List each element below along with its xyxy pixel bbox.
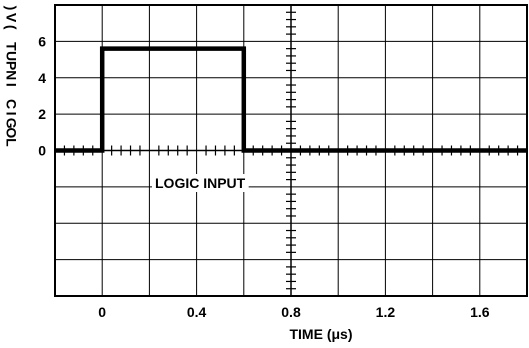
y-axis-title-char: G: [3, 118, 19, 129]
labels-layer: 0 0.4 0.8 1.2 1.6 0 2 4 6: [38, 33, 490, 320]
x-tick-label: 1.2: [376, 304, 396, 320]
y-axis-title-char: O: [3, 127, 19, 138]
y-axis-title-char: U: [3, 51, 19, 61]
series-layer: [55, 46, 527, 153]
logic-input-annotation: LOGIC INPUT: [155, 175, 246, 191]
y-axis-title-char: I: [3, 83, 19, 87]
y-tick-label: 2: [38, 106, 46, 122]
y-axis-title-char: V: [3, 13, 19, 23]
annotation-background: [152, 174, 249, 192]
y-axis-title-char: ): [3, 6, 19, 11]
y-tick-label: 6: [38, 33, 46, 49]
x-tick-label: 1.6: [470, 304, 490, 320]
series-line-0: [55, 46, 527, 153]
x-axis-title: TIME (μs): [289, 326, 352, 342]
y-axis-title-char: T: [3, 42, 19, 51]
x-tick-label: 0: [98, 304, 106, 320]
x-tick-label: 0.4: [187, 304, 207, 320]
y-axis-title-char: C: [3, 99, 19, 109]
y-axis-title-char: P: [3, 61, 19, 70]
y-axis-title-char: (: [3, 25, 19, 30]
y-axis-title-char: I: [3, 112, 19, 116]
y-axis-title-char: N: [3, 70, 19, 80]
y-tick-label: 4: [38, 70, 46, 86]
y-axis-title-char: L: [3, 138, 19, 147]
y-tick-label: 0: [38, 143, 46, 159]
x-tick-label: 0.8: [281, 304, 301, 320]
